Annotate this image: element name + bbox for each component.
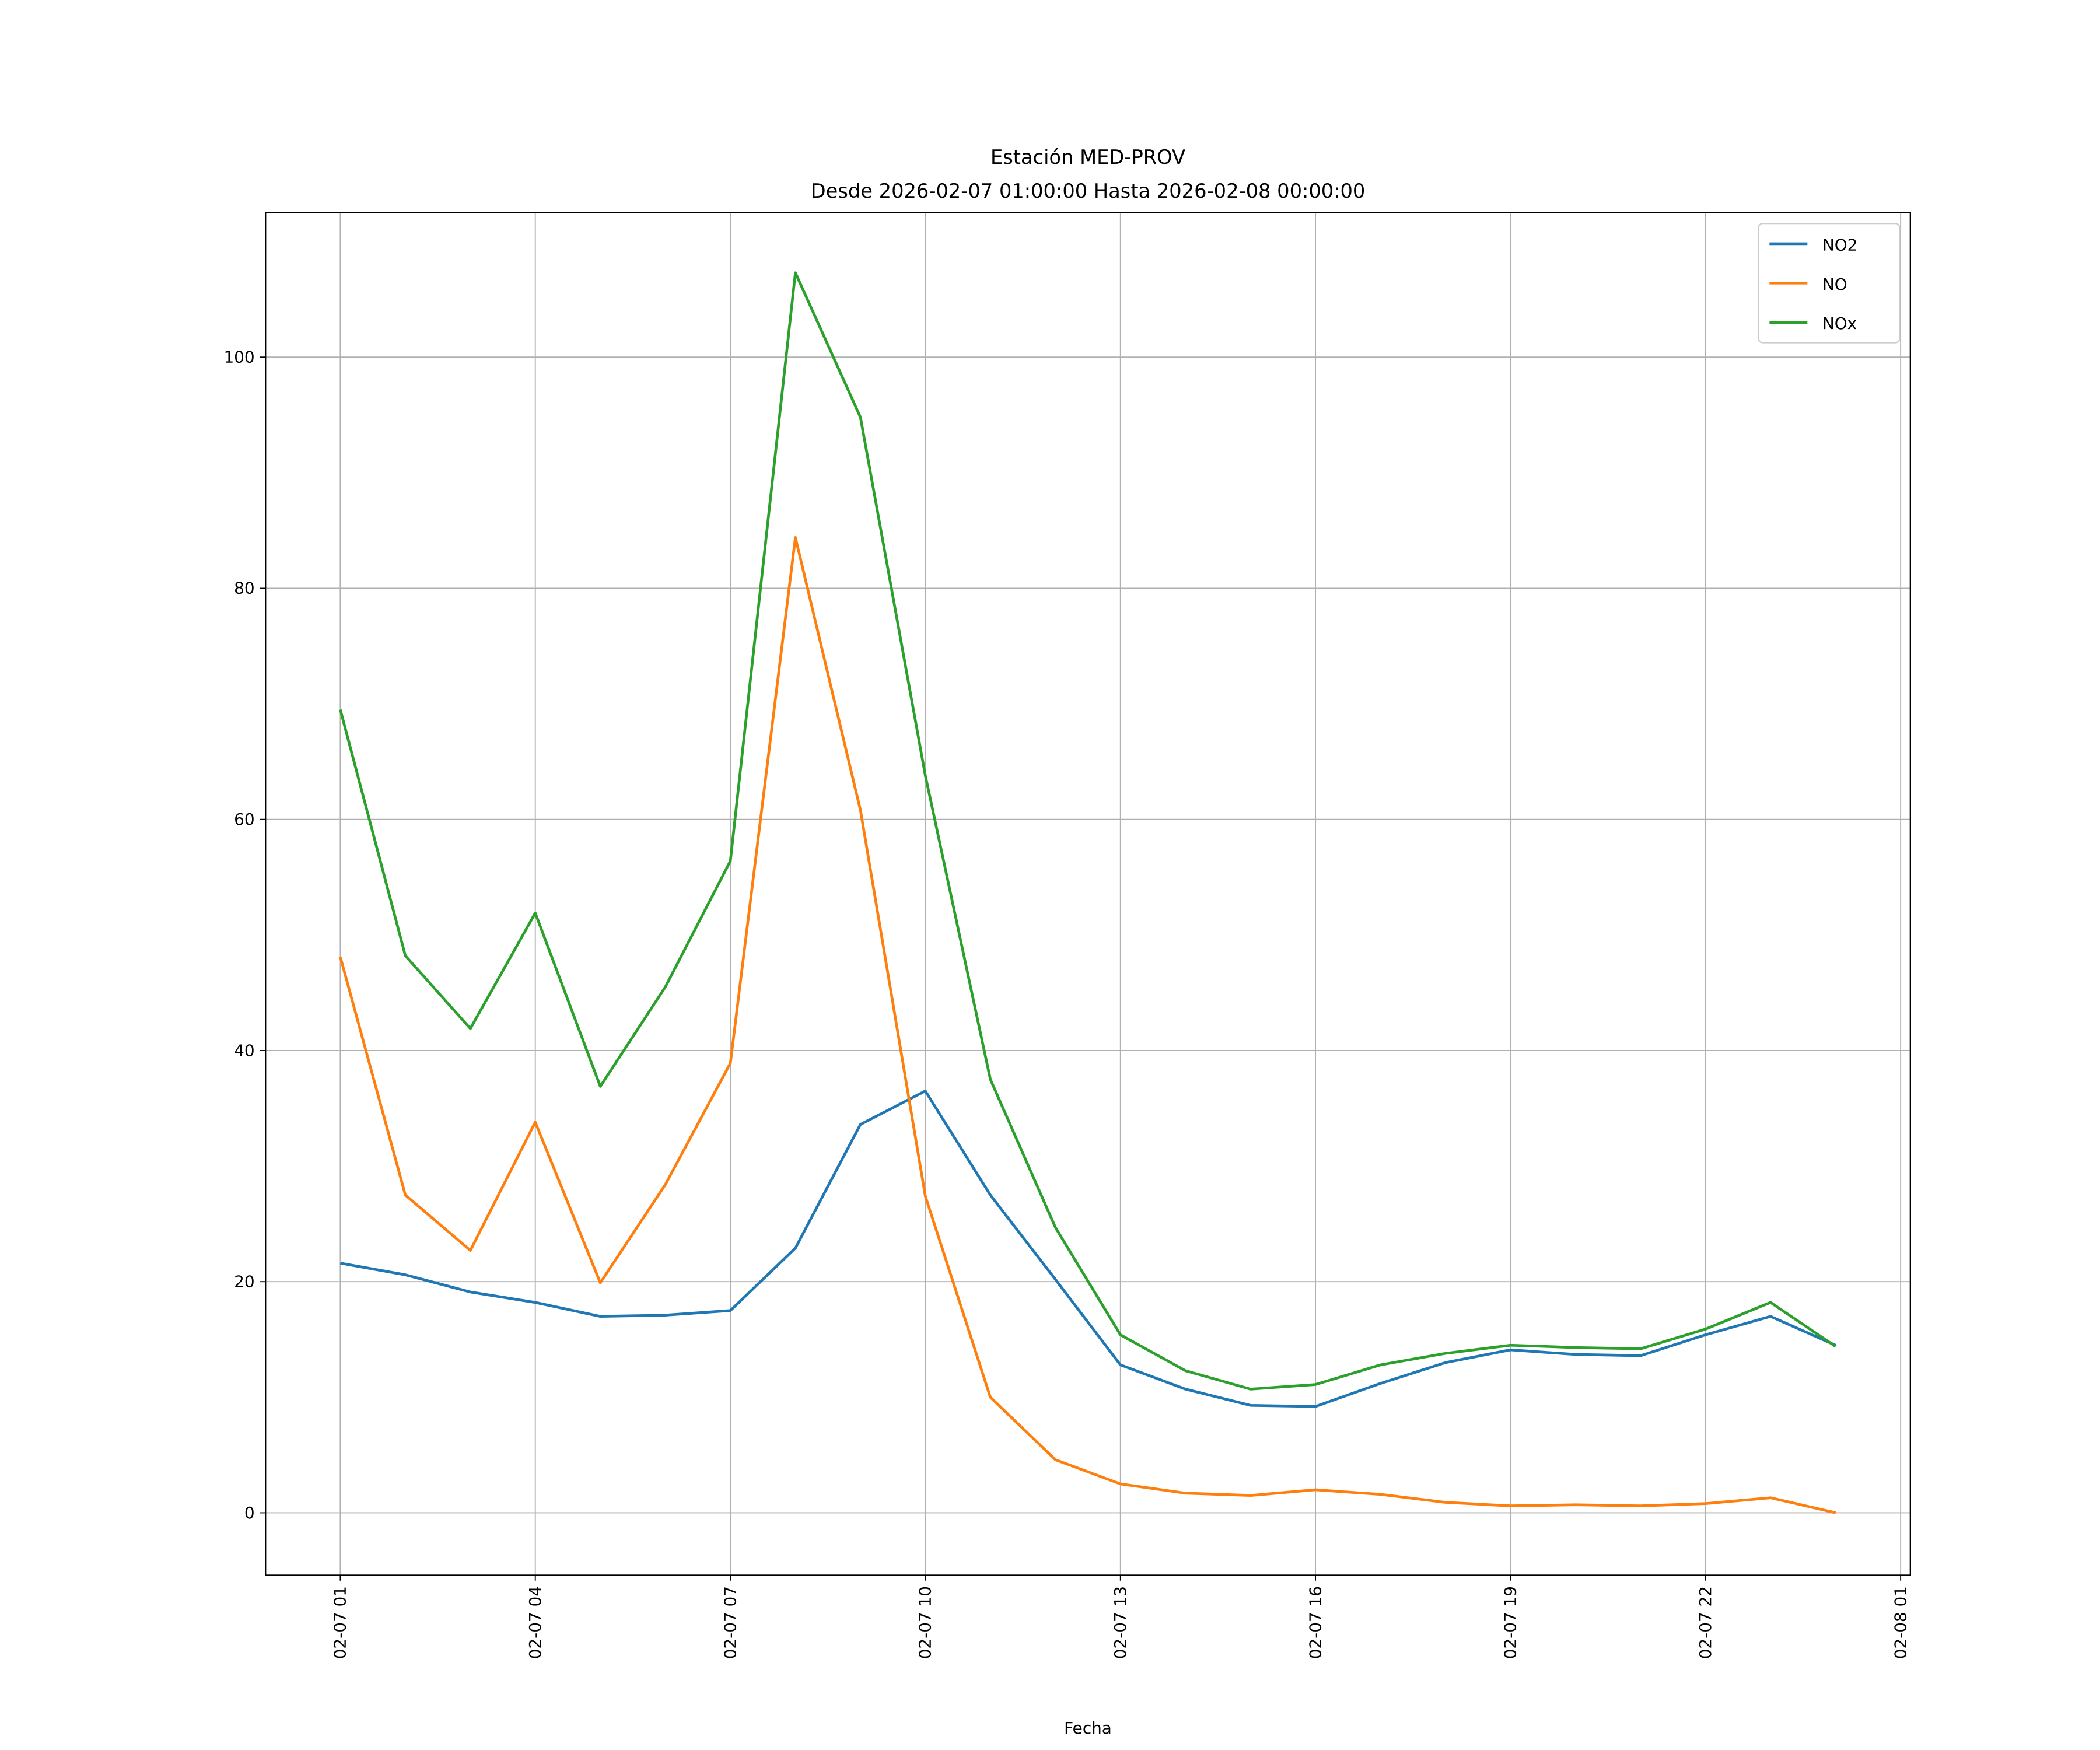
x-tick-label: 02-07 10 [916,1586,935,1659]
plot-frame [265,212,1912,1576]
x-tick-label: 02-07 07 [720,1586,740,1659]
legend-label-nox: NOx [1822,314,1857,333]
x-tick-label: 02-07 04 [526,1586,545,1659]
y-tick-label: 60 [234,810,254,829]
x-tick-label: 02-08 01 [1891,1586,1910,1659]
chart-subtitle: Desde 2026-02-07 01:00:00 Hasta 2026-02-… [811,180,1366,202]
axis-ticks: 02-07 01 02-07 04 02-07 07 02-07 10 02-07 13… [223,348,1910,1660]
legend-label-no: NO [1822,275,1847,294]
y-tick-label: 40 [234,1041,254,1060]
x-tick-label: 02-07 13 [1111,1586,1130,1659]
series-line-no [339,536,1836,1514]
x-tick-label: 02-07 19 [1501,1586,1520,1659]
series-lines [339,271,1836,1514]
legend: NO2 NO NOx [1758,222,1901,344]
y-tick-label: 20 [234,1272,254,1292]
y-tick-label: 80 [234,579,254,598]
x-tick-label: 02-07 16 [1306,1586,1325,1659]
legend-box [1758,222,1901,344]
x-axis-label: Fecha [1064,1718,1112,1738]
chart-title: Estación MED-PROV [991,146,1185,169]
x-tick-label: 02-07 01 [331,1586,350,1659]
x-tick-label: 02-07 22 [1696,1586,1715,1659]
y-tick-label: 0 [244,1503,255,1522]
legend-label-no2: NO2 [1822,236,1858,255]
series-line-no2 [340,1090,1836,1408]
series-line-nox [339,271,1836,1391]
y-tick-label: 100 [223,348,254,367]
